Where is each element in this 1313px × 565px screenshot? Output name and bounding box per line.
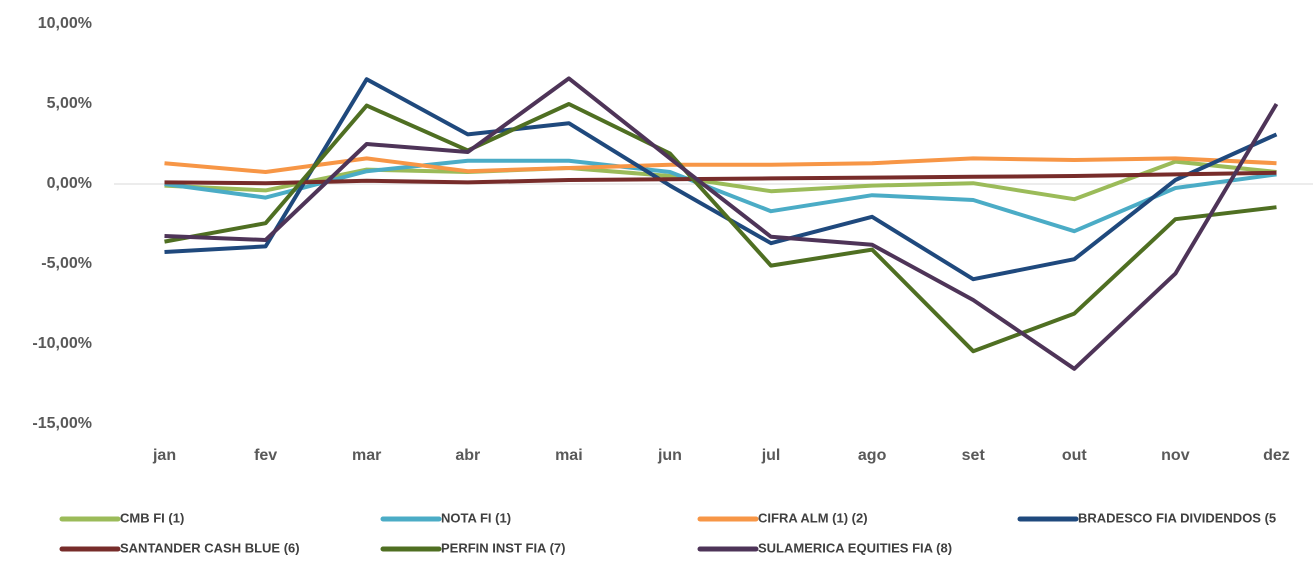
x-tick-label: dez bbox=[1263, 447, 1290, 464]
y-tick-label: -10,00% bbox=[32, 335, 92, 352]
legend-label: SANTANDER CASH BLUE (6) bbox=[120, 540, 300, 555]
series-line bbox=[164, 102, 1277, 354]
legend-label: SULAMERICA EQUITIES FIA (8) bbox=[758, 540, 952, 555]
x-tick-label: jun bbox=[657, 447, 682, 464]
legend-label: BRADESCO FIA DIVIDENDOS (5 bbox=[1078, 510, 1276, 525]
legend-label: CMB FI (1) bbox=[120, 510, 184, 525]
series-line bbox=[164, 159, 1277, 202]
series-line bbox=[164, 158, 1277, 234]
x-tick-label: fev bbox=[254, 447, 277, 464]
series-line bbox=[164, 170, 1277, 186]
y-tick-label: 10,00% bbox=[38, 15, 92, 32]
x-tick-label: set bbox=[962, 447, 986, 464]
series-line bbox=[164, 77, 1278, 282]
x-tick-label: ago bbox=[858, 447, 887, 464]
x-tick-label: mar bbox=[352, 447, 381, 464]
x-tick-label: jan bbox=[152, 447, 176, 464]
y-tick-label: 5,00% bbox=[47, 95, 92, 112]
legend-label: PERFIN INST FIA (7) bbox=[441, 540, 565, 555]
legend-label: CIFRA ALM (1) (2) bbox=[758, 510, 868, 525]
x-tick-label: out bbox=[1062, 447, 1088, 464]
legend-label: NOTA FI (1) bbox=[441, 510, 511, 525]
series-line bbox=[164, 76, 1279, 371]
series-line bbox=[164, 156, 1277, 174]
y-tick-label: -5,00% bbox=[41, 255, 92, 272]
x-tick-label: mai bbox=[555, 447, 583, 464]
y-tick-label: 0,00% bbox=[47, 175, 92, 192]
x-tick-label: jul bbox=[761, 447, 781, 464]
x-tick-label: abr bbox=[455, 447, 480, 464]
y-tick-label: -15,00% bbox=[32, 415, 92, 432]
x-tick-label: nov bbox=[1161, 447, 1190, 464]
